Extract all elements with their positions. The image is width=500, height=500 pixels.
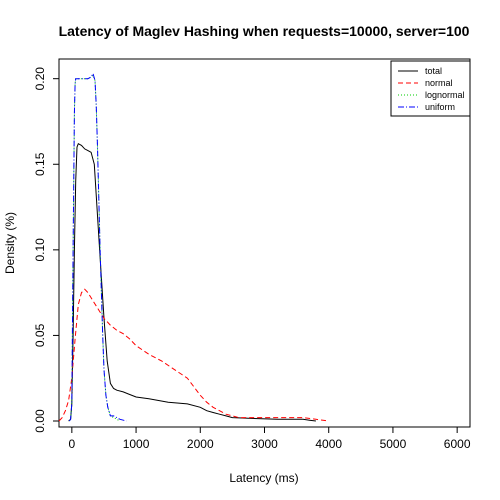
legend-label-uniform: uniform: [425, 102, 455, 112]
series-line-normal: [58, 288, 329, 422]
legend-label-total: total: [425, 66, 442, 76]
series-layer: [58, 72, 329, 422]
series-line-uniform: [68, 72, 127, 422]
x-tick-label: 0: [69, 437, 76, 451]
legend-label-normal: normal: [425, 78, 453, 88]
y-tick-label: 0.15: [33, 152, 47, 176]
y-tick-label: 0.10: [33, 238, 47, 262]
y-tick-label: 0.00: [33, 409, 47, 433]
y-tick-label: 0.05: [33, 323, 47, 347]
chart-title: Latency of Maglev Hashing when requests=…: [59, 23, 470, 39]
x-tick-label: 2000: [187, 437, 214, 451]
x-tick-label: 1000: [123, 437, 150, 451]
x-tick-label: 3000: [251, 437, 278, 451]
y-axis: 0.00 0.05 0.10 0.15 0.20: [33, 67, 59, 433]
y-tick-label: 0.20: [33, 67, 47, 91]
legend-label-lognormal: lognormal: [425, 90, 465, 100]
series-line-total: [68, 142, 316, 422]
legend-box: [390, 60, 471, 117]
x-axis: 0 1000 2000 3000 4000 5000 6000: [69, 427, 471, 451]
x-tick-label: 5000: [380, 437, 407, 451]
x-axis-label: Latency (ms): [229, 471, 298, 485]
x-tick-label: 6000: [444, 437, 471, 451]
y-axis-label: Density (%): [3, 212, 17, 274]
legend: total normal lognormal uniform: [390, 60, 471, 117]
x-tick-label: 4000: [315, 437, 342, 451]
series-line-lognormal: [68, 74, 121, 422]
